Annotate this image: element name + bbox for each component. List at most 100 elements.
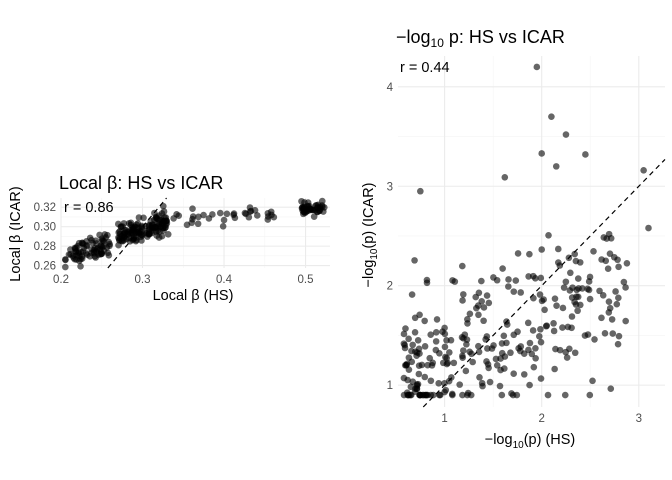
- right-title-minus: −: [396, 27, 407, 47]
- data-point: [421, 317, 428, 325]
- data-point: [576, 259, 584, 266]
- data-point: [573, 286, 580, 294]
- data-point: [143, 229, 150, 237]
- data-point: [537, 274, 545, 282]
- right-y-minus: −: [361, 279, 377, 287]
- data-point: [598, 314, 605, 322]
- left-points: [62, 197, 328, 271]
- data-point: [605, 309, 613, 316]
- y-tick-label: 0.26: [34, 261, 56, 273]
- data-point: [268, 211, 275, 219]
- x-tick-label: 0.2: [53, 274, 69, 286]
- data-point: [189, 205, 196, 213]
- data-point: [608, 316, 616, 323]
- data-point: [585, 286, 593, 294]
- right-title-rest: p: HS vs ICAR: [444, 27, 565, 47]
- y-tick-label: 0.28: [34, 241, 56, 253]
- data-point: [441, 330, 449, 338]
- data-point: [62, 256, 69, 264]
- data-point: [429, 359, 437, 367]
- data-point: [591, 336, 598, 343]
- data-point: [645, 224, 652, 232]
- data-point: [537, 338, 545, 346]
- data-point: [456, 381, 463, 388]
- data-point: [538, 150, 545, 157]
- data-point: [584, 331, 592, 338]
- data-point: [304, 205, 311, 213]
- data-point: [450, 359, 458, 367]
- data-point: [246, 204, 254, 211]
- data-point: [532, 355, 539, 362]
- data-point: [512, 277, 520, 284]
- data-point: [405, 335, 412, 343]
- data-point: [129, 229, 136, 237]
- data-point: [586, 295, 594, 303]
- data-point: [300, 210, 307, 218]
- data-point: [401, 341, 408, 349]
- data-point: [586, 391, 594, 399]
- data-point: [485, 299, 493, 307]
- data-point: [408, 347, 415, 355]
- data-point: [77, 255, 84, 263]
- left-y-tick-labels: 0.26 0.28 0.30 0.32: [34, 202, 56, 272]
- data-point: [441, 380, 448, 387]
- x-tick-label: 0.4: [216, 274, 233, 286]
- data-point: [409, 378, 417, 386]
- data-point: [86, 234, 94, 242]
- data-point: [409, 341, 417, 349]
- data-point: [175, 212, 183, 219]
- data-point: [119, 237, 126, 245]
- data-point: [536, 291, 544, 298]
- data-point: [441, 388, 448, 396]
- data-point: [105, 252, 113, 259]
- data-point: [421, 373, 429, 381]
- data-point: [475, 311, 482, 319]
- data-point: [101, 231, 109, 238]
- data-point: [433, 316, 441, 323]
- data-point: [498, 349, 506, 357]
- data-point: [615, 294, 622, 302]
- data-point: [436, 391, 443, 399]
- data-point: [606, 250, 614, 257]
- data-point: [96, 231, 103, 239]
- data-point: [132, 223, 139, 231]
- data-point: [563, 354, 571, 361]
- data-point: [423, 276, 431, 284]
- data-point: [612, 288, 619, 295]
- data-point: [501, 174, 509, 181]
- left-x-axis-label: Local β (HS): [153, 288, 234, 304]
- data-point: [572, 301, 580, 308]
- data-point: [449, 391, 456, 399]
- data-point: [554, 245, 562, 253]
- data-point: [526, 339, 534, 347]
- data-point: [460, 347, 467, 354]
- left-correlation-annotation: r = 0.86: [64, 200, 114, 216]
- data-point: [548, 113, 555, 120]
- data-point: [556, 262, 564, 269]
- data-point: [528, 350, 536, 358]
- data-point: [443, 360, 451, 368]
- data-point: [530, 363, 538, 371]
- data-point: [551, 365, 558, 373]
- data-point: [486, 378, 494, 386]
- data-point: [609, 330, 617, 337]
- data-point: [418, 361, 426, 369]
- data-point: [400, 330, 408, 338]
- data-point: [623, 259, 631, 267]
- data-point: [571, 250, 579, 258]
- data-point: [520, 371, 528, 378]
- data-point: [559, 304, 567, 312]
- data-point: [601, 330, 609, 337]
- data-point: [497, 355, 504, 362]
- data-point: [529, 327, 537, 334]
- data-point: [505, 283, 512, 290]
- data-point: [493, 362, 501, 369]
- left-x-tick-labels: 0.2 0.3 0.4 0.5: [53, 274, 314, 286]
- right-y-axis-label: −log10(p) (ICAR): [361, 182, 380, 287]
- data-point: [458, 334, 466, 341]
- right-y-base: 10: [369, 248, 380, 260]
- data-point: [622, 284, 629, 291]
- data-point: [62, 263, 69, 271]
- data-point: [67, 251, 74, 258]
